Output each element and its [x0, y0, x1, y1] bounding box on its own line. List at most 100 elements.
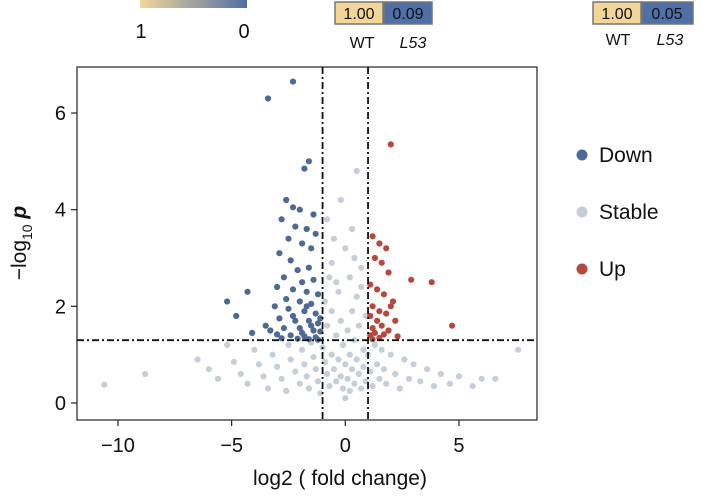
point-down-22	[274, 283, 281, 291]
point-down-1	[264, 95, 272, 102]
point-down-13	[299, 240, 306, 247]
point-down-6	[296, 206, 303, 213]
point-up-11	[380, 291, 387, 298]
point-stable-80	[396, 385, 403, 392]
expression-box-1: 1.00 0.09 WT L53	[334, 1, 433, 52]
color-scale: 1 0	[135, 0, 250, 43]
point-stable-89	[455, 373, 463, 380]
point-down-14	[308, 245, 315, 252]
point-down-18	[294, 267, 301, 274]
point-stable-18	[287, 356, 294, 363]
point-down-5	[289, 204, 297, 211]
point-down-26	[283, 296, 290, 303]
point-up-22	[371, 329, 378, 336]
point-up-23	[380, 331, 387, 338]
point-stable-46	[337, 317, 344, 324]
point-stable-63	[358, 385, 365, 392]
point-stable-85	[424, 366, 431, 373]
point-down-57	[289, 312, 297, 320]
point-down-41	[280, 325, 287, 332]
point-stable-79	[392, 370, 399, 378]
point-down-29	[244, 288, 251, 295]
point-stable-15	[278, 375, 285, 382]
point-stable-21	[299, 346, 306, 353]
point-stable-27	[312, 366, 319, 373]
point-up-28	[449, 322, 456, 329]
point-stable-98	[346, 274, 353, 281]
point-up-20	[369, 325, 376, 332]
expression-box-2-l53-cell	[641, 1, 694, 25]
point-stable-48	[339, 341, 347, 349]
point-stable-50	[342, 395, 349, 402]
point-stable-9	[251, 346, 258, 353]
point-stable-64	[358, 264, 365, 271]
point-down-55	[299, 329, 306, 336]
point-stable-40	[330, 235, 337, 242]
point-stable-7	[237, 370, 244, 378]
point-stable-65	[360, 346, 367, 353]
point-stable-51	[344, 375, 351, 382]
point-stable-38	[328, 308, 335, 315]
point-stable-60	[353, 293, 360, 300]
point-stable-22	[301, 361, 308, 368]
point-stable-2	[194, 356, 201, 363]
point-down-19	[280, 274, 287, 281]
legend-marker-up	[576, 263, 588, 275]
point-down-58	[317, 315, 324, 322]
points-layer	[101, 78, 522, 402]
point-down-39	[314, 320, 322, 327]
point-stable-52	[344, 327, 351, 334]
point-stable-81	[401, 356, 408, 363]
point-down-34	[312, 310, 319, 317]
point-up-0	[387, 141, 394, 148]
point-stable-75	[378, 346, 385, 353]
point-stable-94	[353, 167, 360, 175]
point-up-5	[378, 259, 385, 266]
point-down-10	[303, 225, 310, 233]
point-stable-74	[376, 375, 383, 382]
point-stable-91	[478, 375, 485, 382]
point-stable-92	[492, 375, 499, 382]
point-up-2	[376, 240, 383, 247]
expression-box-1-l53-label: L53	[400, 35, 427, 52]
point-stable-83	[410, 361, 417, 368]
point-up-3	[383, 245, 390, 252]
point-down-47	[287, 332, 294, 339]
point-stable-100	[351, 254, 358, 262]
point-stable-5	[224, 341, 231, 349]
point-stable-54	[346, 351, 353, 358]
point-up-1	[369, 233, 376, 240]
x-axis-title: log2 ( fold change)	[253, 467, 427, 490]
expression-box-2-l53-label: L53	[657, 32, 684, 49]
point-down-11	[312, 230, 319, 237]
point-stable-72	[371, 341, 378, 349]
point-up-17	[374, 317, 381, 324]
point-stable-61	[355, 370, 362, 378]
point-stable-88	[446, 380, 453, 387]
point-stable-28	[314, 378, 322, 385]
point-stable-13	[269, 351, 276, 358]
point-stable-16	[283, 387, 290, 394]
point-stable-47	[339, 385, 347, 392]
point-stable-86	[430, 383, 438, 390]
point-down-24	[303, 288, 310, 295]
point-down-59	[303, 303, 310, 310]
point-down-25	[314, 291, 322, 298]
y-axis-title: −log10 p	[8, 206, 35, 281]
x-tick-label-3: 5	[453, 435, 464, 457]
point-up-14	[376, 308, 383, 315]
point-stable-34	[324, 322, 331, 329]
point-down-12	[285, 235, 292, 242]
point-down-38	[305, 317, 312, 324]
point-stable-39	[330, 366, 337, 373]
point-stable-87	[437, 370, 444, 378]
point-stable-29	[317, 390, 324, 397]
expression-box-2-wt-cell	[592, 1, 642, 25]
point-stable-33	[324, 370, 331, 378]
y-tick-label-3: 6	[55, 103, 66, 125]
point-down-35	[233, 312, 240, 320]
expression-box-1-l53-cell	[383, 1, 433, 25]
legend-marker-stable	[576, 206, 588, 218]
point-down-21	[299, 279, 306, 286]
